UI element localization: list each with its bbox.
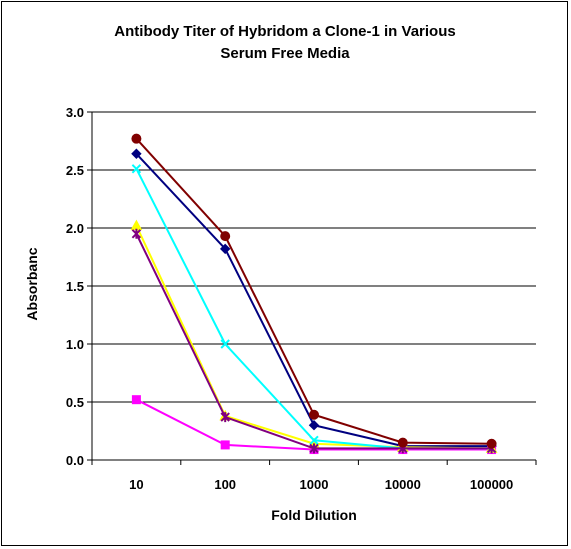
data-point [220,339,230,349]
data-point [486,438,497,449]
data-point [220,412,230,423]
data-point [309,409,319,420]
y-tick-label: 2.0 [66,221,84,236]
data-point [220,231,231,242]
data-point [309,443,319,454]
data-point [308,419,320,431]
y-tick-label: 2.5 [66,163,84,178]
x-tick-label: 10000 [385,477,421,492]
data-point [220,440,230,450]
y-axis-label: Absorbanc [24,247,40,320]
x-tick-label: 100000 [470,477,513,492]
data-point [397,437,408,448]
series-6 [131,133,497,449]
x-tick-label: 1000 [300,477,329,492]
data-point [131,228,142,239]
y-tick-label: 1.5 [66,279,84,294]
y-tick-label: 3.0 [66,105,84,120]
data-point [131,133,142,144]
data-point [309,435,319,445]
x-tick-label: 10 [129,477,143,492]
data-point [131,148,142,159]
series-lines [130,133,498,455]
x-axis-ticks: 10 100 1000 10000 100000 [91,460,537,492]
data-point [219,243,231,255]
y-tick-label: 1.0 [66,337,84,352]
y-tick-label: 0.5 [66,395,84,410]
x-tick-label: 100 [214,477,236,492]
chart-title-line-1: Antibody Titer of Hybridom a Clone-1 in … [114,23,455,40]
data-point [131,395,141,405]
data-point [131,164,142,174]
x-axis-label: Fold Dilution [271,507,357,523]
y-axis-ticks: 0.0 0.5 1.0 1.5 2.0 2.5 3.0 [66,105,92,468]
chart-title-line-2: Serum Free Media [220,45,350,62]
y-tick-label: 0.0 [66,453,84,468]
